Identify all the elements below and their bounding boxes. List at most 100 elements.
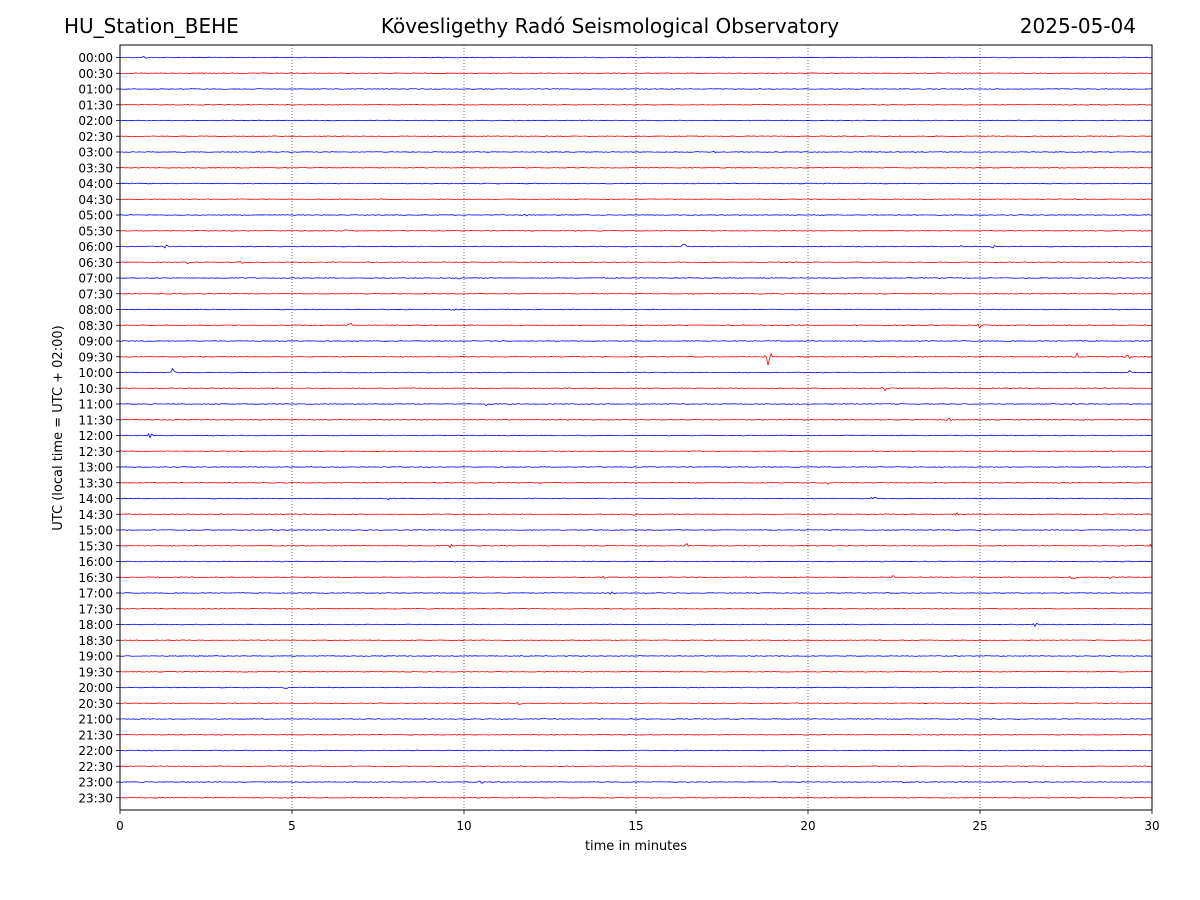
trace-1830 — [119, 639, 1153, 642]
y-tick-label: 19:30 — [78, 665, 113, 679]
trace-1430 — [119, 512, 1152, 516]
trace-0030 — [119, 72, 1153, 75]
y-tick-label: 07:00 — [78, 272, 113, 286]
x-tick-label: 30 — [1144, 819, 1159, 833]
y-tick-label: 01:30 — [78, 98, 113, 112]
trace-0100 — [119, 88, 1153, 90]
grid-lines — [291, 45, 981, 810]
trace-0430 — [119, 198, 1153, 201]
trace-1400 — [119, 496, 1153, 501]
y-tick-label: 10:00 — [78, 366, 113, 380]
trace-0600 — [119, 244, 1153, 249]
y-tick-label: 03:00 — [78, 146, 113, 160]
y-tick-label: 12:00 — [78, 429, 113, 443]
y-tick-label: 03:30 — [78, 161, 113, 175]
x-tick-label: 15 — [628, 819, 643, 833]
y-tick-label: 07:30 — [78, 287, 113, 301]
trace-1800 — [119, 622, 1153, 628]
trace-2030 — [119, 701, 1153, 706]
y-tick-label: 06:30 — [78, 256, 113, 270]
y-tick-label: 02:00 — [78, 114, 113, 128]
y-tick-label: 20:30 — [78, 697, 113, 711]
trace-1700 — [119, 591, 1153, 595]
y-tick-label: 17:30 — [78, 602, 113, 616]
y-tick-label: 20:00 — [78, 681, 113, 695]
y-tick-label: 16:30 — [78, 571, 113, 585]
x-tick-label: 10 — [456, 819, 471, 833]
trace-1000 — [119, 367, 1153, 374]
y-tick-label: 09:30 — [78, 350, 113, 364]
trace-0500 — [119, 213, 1153, 217]
trace-2200 — [119, 749, 1153, 752]
trace-0730 — [119, 292, 1153, 295]
y-tick-label: 15:30 — [78, 539, 113, 553]
trace-0700 — [119, 277, 1153, 280]
trace-0230 — [119, 135, 1153, 138]
trace-0000 — [119, 56, 1153, 59]
trace-2130 — [119, 733, 1153, 736]
trace-1500 — [119, 529, 1153, 531]
y-tick-label: 11:30 — [78, 413, 113, 427]
seismic-traces — [119, 56, 1153, 799]
trace-1130 — [119, 417, 1153, 422]
trace-0400 — [119, 182, 1153, 185]
trace-0530 — [119, 229, 1153, 232]
trace-2100 — [119, 718, 1153, 720]
trace-0800 — [119, 308, 1153, 311]
y-tick-label: 09:00 — [78, 335, 113, 349]
y-tick-label: 02:30 — [78, 130, 113, 144]
y-tick-label: 14:30 — [78, 508, 113, 522]
chart-title: Kövesligethy Radó Seismological Observat… — [380, 14, 840, 38]
trace-0630 — [119, 260, 1153, 265]
y-tick-label: 08:30 — [78, 319, 113, 333]
trace-1900 — [119, 655, 1153, 657]
trace-1930 — [119, 670, 1153, 673]
y-tick-label: 11:00 — [78, 398, 113, 412]
y-tick-label: 23:00 — [78, 776, 113, 790]
trace-1200 — [119, 433, 1153, 439]
x-tick-label: 0 — [116, 819, 124, 833]
trace-1230 — [119, 450, 1153, 453]
x-axis-label: time in minutes — [585, 839, 687, 854]
trace-1330 — [119, 481, 1153, 485]
y-tick-label: 10:30 — [78, 382, 113, 396]
x-tick-label: 25 — [972, 819, 987, 833]
y-tick-label: 19:00 — [78, 650, 113, 664]
chart-date: 2025-05-04 — [1019, 14, 1136, 38]
y-tick-label: 18:30 — [78, 634, 113, 648]
y-tick-label: 13:30 — [78, 476, 113, 490]
y-tick-label: 17:00 — [78, 587, 113, 601]
y-tick-label: 00:30 — [78, 67, 113, 81]
trace-1300 — [119, 466, 1153, 468]
trace-2330 — [119, 796, 1153, 799]
trace-0300 — [119, 150, 1153, 154]
y-tick-label: 14:00 — [78, 492, 113, 506]
trace-1030 — [119, 387, 1153, 392]
trace-1630 — [119, 575, 1153, 580]
trace-0930 — [119, 352, 1153, 366]
y-tick-label: 23:30 — [78, 791, 113, 805]
trace-0200 — [119, 119, 1153, 122]
trace-2300 — [119, 780, 1153, 784]
y-tick-label: 04:30 — [78, 193, 113, 207]
station-name: HU_Station_BEHE — [64, 14, 239, 38]
x-tick-label: 20 — [800, 819, 815, 833]
y-tick-label: 13:00 — [78, 461, 113, 475]
y-tick-label: 05:00 — [78, 209, 113, 223]
y-axis-label: UTC (local time = UTC + 02:00) — [51, 325, 66, 530]
y-tick-label: 04:00 — [78, 177, 113, 191]
y-tick-label: 06:00 — [78, 240, 113, 254]
y-tick-label: 01:00 — [78, 83, 113, 97]
y-tick-label: 22:00 — [78, 744, 113, 758]
y-tick-label: 16:00 — [78, 555, 113, 569]
y-tick-label: 08:00 — [78, 303, 113, 317]
trace-0900 — [119, 340, 1153, 342]
trace-1530 — [119, 543, 1153, 549]
y-tick-label: 21:00 — [78, 713, 113, 727]
trace-0330 — [119, 166, 1153, 169]
trace-0830 — [119, 322, 1153, 329]
trace-1600 — [119, 560, 1153, 563]
trace-2000 — [119, 686, 1153, 690]
